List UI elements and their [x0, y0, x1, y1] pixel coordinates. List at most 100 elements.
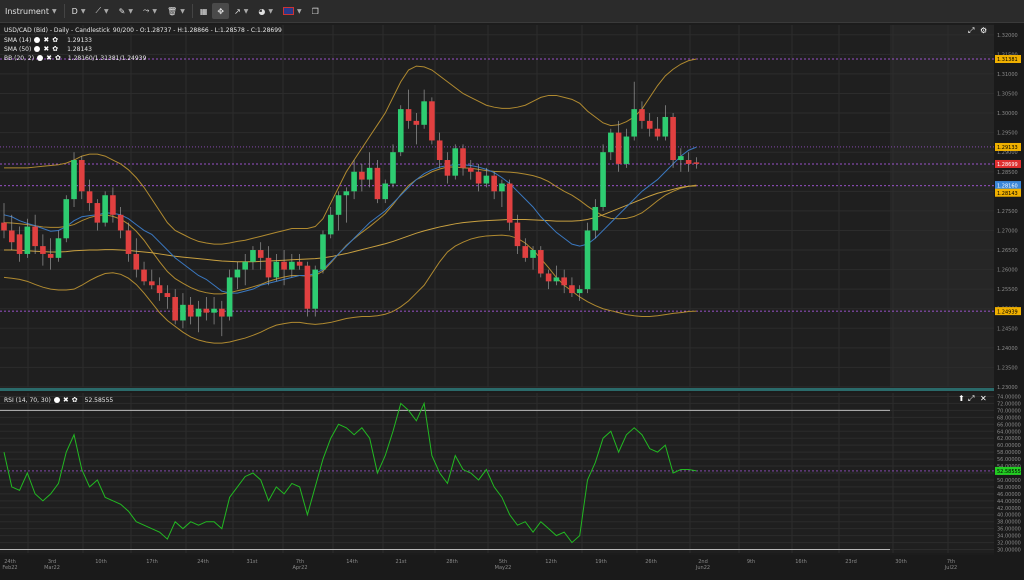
main-header: USD/CAD (Bid) - Daily - Candlestick 90/2… — [4, 27, 282, 34]
time-tick-label: 7th — [947, 559, 955, 565]
candle-body — [86, 191, 93, 204]
candle-body — [164, 293, 171, 297]
rsi-tick-label: 34.00000 — [997, 534, 1021, 540]
price-tick-label: 1.30500 — [997, 91, 1018, 97]
rsi-tick-label: 74.00000 — [997, 394, 1021, 400]
timeframe-dropdown[interactable]: D ▼ — [67, 0, 91, 22]
theme-dropdown[interactable]: ◕ ▼ — [253, 0, 278, 22]
shape-tool-icon: ⤳ — [143, 6, 150, 15]
gear-icon[interactable]: ✿ — [52, 45, 59, 53]
move-up-icon[interactable]: ⬆ — [958, 394, 965, 403]
chevron-down-icon: ▼ — [243, 7, 249, 15]
price-tick-label: 1.29500 — [997, 131, 1018, 137]
share-icon: ↗ — [234, 6, 241, 16]
candle-body — [569, 285, 575, 294]
gear-icon[interactable]: ✿ — [71, 396, 78, 404]
candle-body — [296, 261, 303, 266]
rsi-tick-label: 48.00000 — [997, 485, 1021, 491]
candle-body — [366, 167, 373, 180]
uk-flag-icon — [283, 7, 295, 15]
candle-body — [1, 222, 7, 231]
candle-body — [180, 304, 186, 321]
line-tool-dropdown[interactable]: ⟋ ▼ — [90, 0, 113, 22]
candle-body — [94, 203, 101, 223]
shape-tool-dropdown[interactable]: ⤳ ▼ — [138, 0, 162, 22]
gear-icon[interactable]: ✿ — [52, 36, 59, 44]
eye-icon[interactable] — [34, 37, 41, 43]
candle-body — [483, 175, 490, 184]
close-icon[interactable]: ✖ — [43, 45, 50, 53]
close-icon[interactable]: ✖ — [43, 36, 50, 44]
time-month-label: Apr22 — [292, 565, 307, 571]
popout-icon: ❐ — [311, 6, 319, 16]
eye-icon[interactable] — [37, 55, 44, 61]
candle-body — [125, 230, 132, 254]
price-tick-label: 1.23000 — [997, 385, 1018, 391]
candle-body — [327, 214, 334, 235]
expand-icon[interactable]: ⤢ — [968, 394, 975, 403]
candle-body — [312, 269, 318, 309]
crosshair-button[interactable]: ✥ — [212, 3, 230, 19]
expand-icon[interactable]: ⤢ — [968, 26, 975, 35]
candle-body — [436, 140, 443, 161]
candle-body — [631, 109, 637, 137]
chevron-down-icon: ▼ — [104, 7, 109, 15]
candle-body — [514, 222, 521, 247]
candle-body — [320, 234, 326, 270]
close-icon[interactable]: ✕ — [980, 394, 987, 403]
candle-body — [281, 261, 287, 270]
trash-icon: 🗑 — [167, 6, 178, 16]
popout-button[interactable]: ❐ — [307, 0, 324, 22]
pencil-icon: ✎ — [118, 6, 126, 16]
chart-area[interactable]: 1.320001.315001.310001.305001.300001.295… — [0, 23, 1024, 576]
candle-body — [304, 265, 311, 309]
time-tick-label: 28th — [446, 559, 458, 565]
language-dropdown[interactable]: ▼ — [278, 0, 307, 22]
candle-body — [693, 162, 700, 164]
candle-body — [133, 253, 140, 270]
candle-body — [639, 109, 645, 121]
chart-svg[interactable]: 1.320001.315001.310001.305001.300001.295… — [0, 23, 1024, 576]
delete-dropdown[interactable]: 🗑 ▼ — [162, 0, 190, 22]
layout-button[interactable]: ▦ — [195, 0, 213, 22]
rsi-tick-label: 62.00000 — [997, 436, 1021, 442]
candle-body — [382, 183, 389, 200]
share-dropdown[interactable]: ↗ ▼ — [229, 0, 253, 22]
sma50-label: SMA (50) — [4, 45, 32, 53]
settings-icon[interactable]: ⚙ — [980, 26, 988, 35]
sma14-label: SMA (14) — [4, 36, 32, 44]
time-tick-label: 26th — [645, 559, 657, 565]
candle-body — [141, 269, 147, 282]
candle-body — [491, 175, 497, 192]
price-marker — [995, 55, 1021, 64]
candle-body — [16, 234, 23, 254]
time-month-label: Jul22 — [944, 565, 957, 571]
instrument-dropdown[interactable]: Instrument ▼ — [0, 0, 62, 22]
eye-icon[interactable] — [34, 46, 41, 52]
price-marker-label: 1.28160 — [997, 183, 1018, 189]
rsi-tick-label: 30.00000 — [997, 548, 1021, 554]
close-icon[interactable]: ✖ — [46, 54, 52, 62]
timeframe-label: D — [71, 6, 78, 16]
rsi-tick-label: 68.00000 — [997, 415, 1021, 421]
candle-body — [561, 277, 567, 286]
time-axis — [0, 555, 1024, 576]
candle-body — [623, 136, 630, 164]
rsi-tick-label: 32.00000 — [997, 541, 1021, 547]
draw-tool-dropdown[interactable]: ✎ ▼ — [114, 0, 138, 22]
candle-body — [156, 285, 163, 294]
bb-lower-line — [3, 234, 697, 344]
candle-body — [117, 214, 124, 231]
chevron-down-icon: ▼ — [52, 7, 57, 15]
chevron-down-icon: ▼ — [80, 7, 86, 15]
eye-icon[interactable] — [53, 397, 60, 403]
toolbar: Instrument ▼ D ▼ ⟋ ▼ ✎ ▼ ⤳ ▼ 🗑 ▼ ▦ ✥ ↗ ▼ ◕ ▼ ▼ ❐ — [0, 0, 1024, 23]
candle-body — [670, 116, 676, 161]
divider — [63, 4, 65, 18]
candle-body — [250, 250, 256, 262]
rsi-label: RSI (14, 70, 30) — [4, 396, 51, 404]
close-icon[interactable]: ✖ — [62, 396, 69, 404]
gear-icon[interactable]: ✿ — [54, 54, 61, 62]
time-tick-label: 3rd — [48, 559, 56, 565]
price-marker-label: 1.28143 — [997, 191, 1018, 197]
